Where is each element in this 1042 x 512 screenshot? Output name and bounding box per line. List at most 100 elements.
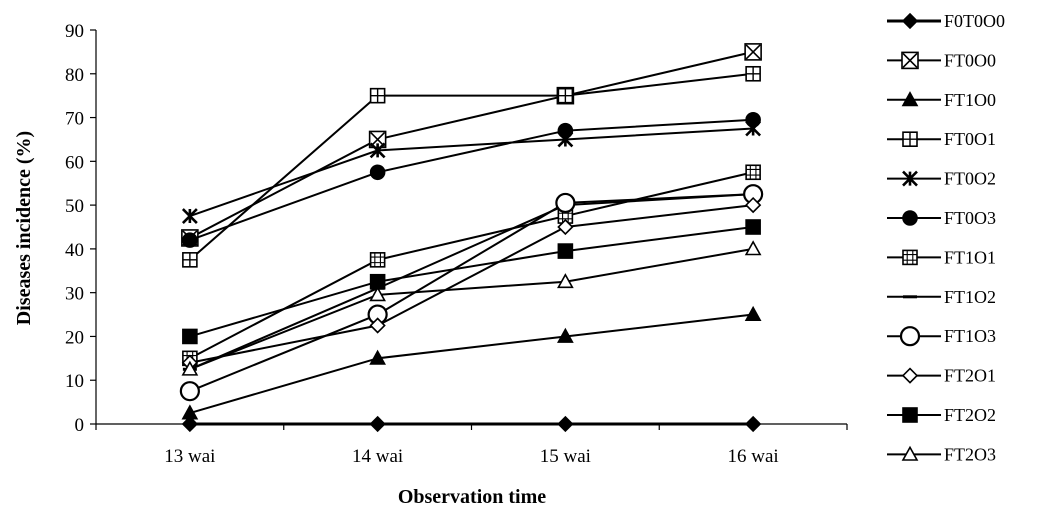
- series-FT2O3: [181, 240, 762, 376]
- legend-marker: [901, 367, 919, 384]
- y-tick-label: 90: [65, 21, 84, 42]
- y-tick-label: 50: [65, 196, 84, 217]
- legend-marker: [901, 445, 919, 461]
- series-FT2O2: [182, 219, 761, 345]
- legend-label: FT1O1: [944, 247, 996, 267]
- data-point: [369, 415, 386, 433]
- series-line: [189, 204, 754, 364]
- series-line: [189, 72, 754, 261]
- legend-entry-FT1O1: FT1O1: [887, 247, 996, 267]
- x-axis-title: Observation time: [398, 486, 546, 508]
- series-FT0O2: [181, 120, 762, 224]
- data-point: [744, 240, 762, 256]
- data-point: [745, 111, 761, 128]
- legend-label: FT2O3: [944, 444, 996, 464]
- data-point: [369, 87, 386, 104]
- legend-marker: [902, 170, 918, 187]
- data-point: [557, 415, 574, 433]
- data-point: [745, 65, 761, 82]
- legend-entry-FT0O1: FT0O1: [887, 129, 996, 149]
- data-point: [182, 252, 198, 268]
- data-point: [744, 43, 762, 61]
- series-F0T0O0: [181, 415, 762, 433]
- data-point: [182, 232, 198, 248]
- data-point: [555, 192, 576, 214]
- legend-marker: [899, 326, 921, 347]
- series-line: [189, 118, 754, 242]
- y-tick-label: 0: [75, 415, 85, 436]
- series-line: [189, 50, 754, 239]
- legend-entry-FT0O0: FT0O0: [887, 50, 996, 70]
- data-point: [369, 286, 386, 302]
- data-point: [369, 317, 386, 334]
- x-tick-label: 16 wai: [728, 446, 779, 467]
- x-tick-label: 14 wai: [352, 446, 403, 467]
- legend-label: FT1O0: [944, 90, 996, 110]
- series-line: [189, 127, 754, 217]
- legend-label: FT1O2: [944, 287, 996, 307]
- legend-entry-FT2O1: FT2O1: [887, 366, 996, 386]
- x-tick-label: 15 wai: [540, 446, 591, 467]
- legend-marker: [902, 249, 918, 266]
- y-tick-label: 40: [65, 240, 84, 261]
- series-layer: [179, 43, 764, 433]
- series-FT1O0: [181, 305, 762, 420]
- data-point: [744, 415, 762, 433]
- data-point: [557, 243, 574, 259]
- y-tick-label: 80: [65, 65, 84, 86]
- series-line: [189, 171, 754, 360]
- y-axis: 0 10 20 30 40 50 60 70 80 90: [65, 21, 97, 436]
- data-point: [745, 219, 761, 235]
- legend-entry-FT1O3: FT1O3: [887, 326, 996, 347]
- data-point: [745, 164, 761, 181]
- data-point: [557, 273, 574, 289]
- legend-marker: [901, 91, 919, 107]
- legend-marker: [902, 210, 918, 226]
- x-axis: 13 wai 14 wai 15 wai 16 wai: [95, 423, 848, 467]
- series-FT0O3: [182, 111, 761, 248]
- y-tick-label: 60: [65, 152, 84, 173]
- legend-label: F0T0O0: [944, 11, 1005, 31]
- data-point: [181, 360, 199, 376]
- data-point: [179, 381, 200, 402]
- series-line: [189, 247, 754, 371]
- y-tick-label: 70: [65, 109, 84, 130]
- legend-entry-FT2O2: FT2O2: [887, 405, 996, 425]
- series-FT1O2: [182, 192, 761, 371]
- data-point: [744, 305, 762, 321]
- data-point: [557, 122, 574, 139]
- legend-label: FT2O2: [944, 405, 996, 425]
- legend-marker: [901, 12, 919, 30]
- series-line: [189, 193, 754, 371]
- legend-entry-FT0O2: FT0O2: [887, 169, 996, 189]
- legend-entry-F0T0O0: F0T0O0: [887, 11, 1005, 31]
- y-tick-label: 30: [65, 284, 84, 305]
- legend-label: FT1O3: [944, 326, 996, 346]
- legend-marker: [901, 51, 919, 70]
- y-tick-label: 20: [65, 327, 84, 348]
- data-point: [369, 142, 386, 159]
- x-tick-label: 13 wai: [164, 446, 215, 467]
- data-point: [369, 349, 386, 365]
- data-point: [369, 252, 386, 268]
- series-line: [189, 226, 754, 338]
- data-point: [182, 328, 198, 345]
- legend-label: FT0O1: [944, 129, 996, 149]
- series-FT0O1: [182, 65, 761, 268]
- legend: F0T0O0 FT0O0 FT1O0 FT0O1 FT0O2 FT0O3 FT1O1 FT1O…: [887, 11, 1005, 464]
- data-point: [181, 208, 198, 224]
- legend-marker: [902, 131, 918, 147]
- y-tick-label: 10: [65, 371, 84, 392]
- data-point: [557, 327, 574, 343]
- data-point: [557, 87, 574, 104]
- data-point: [557, 218, 574, 236]
- legend-label: FT0O3: [944, 208, 996, 228]
- series-FT1O3: [179, 184, 764, 402]
- legend-entry-FT1O0: FT1O0: [887, 90, 996, 110]
- legend-entry-FT1O2: FT1O2: [887, 287, 996, 307]
- series-line: [189, 313, 754, 415]
- data-point: [181, 415, 199, 433]
- series-FT2O1: [181, 196, 762, 371]
- data-point: [744, 196, 762, 214]
